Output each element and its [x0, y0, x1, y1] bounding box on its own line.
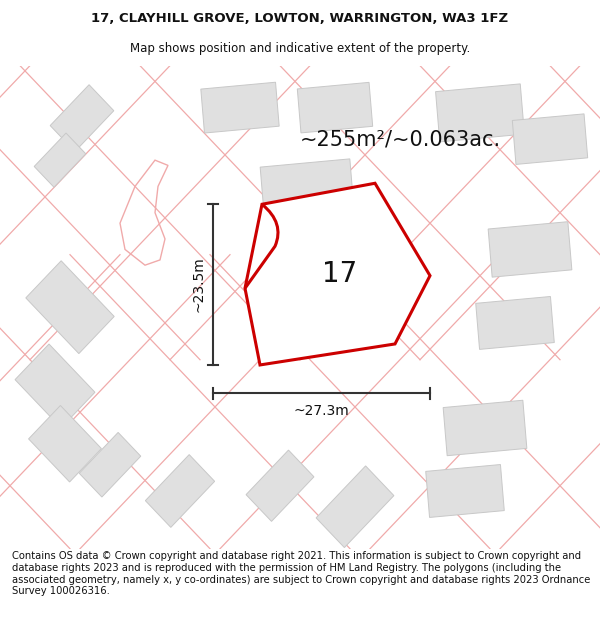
Polygon shape: [29, 406, 101, 482]
Polygon shape: [488, 222, 572, 277]
Text: ~255m²/~0.063ac.: ~255m²/~0.063ac.: [300, 129, 501, 149]
Polygon shape: [436, 84, 524, 142]
Polygon shape: [443, 400, 527, 456]
Polygon shape: [298, 82, 373, 133]
Polygon shape: [426, 464, 504, 518]
Polygon shape: [246, 450, 314, 521]
Polygon shape: [15, 344, 95, 428]
Polygon shape: [512, 114, 587, 164]
Polygon shape: [26, 261, 114, 354]
Text: 17: 17: [322, 259, 358, 288]
Polygon shape: [201, 82, 279, 133]
Polygon shape: [245, 183, 430, 365]
Polygon shape: [316, 466, 394, 548]
Polygon shape: [476, 296, 554, 349]
Text: ~27.3m: ~27.3m: [293, 404, 349, 418]
Polygon shape: [260, 159, 360, 288]
Polygon shape: [145, 454, 215, 528]
Text: Map shows position and indicative extent of the property.: Map shows position and indicative extent…: [130, 42, 470, 55]
Text: Contains OS data © Crown copyright and database right 2021. This information is : Contains OS data © Crown copyright and d…: [12, 551, 590, 596]
Polygon shape: [50, 85, 114, 151]
Text: ~23.5m: ~23.5m: [191, 257, 205, 312]
Polygon shape: [79, 432, 141, 497]
Polygon shape: [34, 133, 86, 188]
Text: 17, CLAYHILL GROVE, LOWTON, WARRINGTON, WA3 1FZ: 17, CLAYHILL GROVE, LOWTON, WARRINGTON, …: [91, 12, 509, 25]
